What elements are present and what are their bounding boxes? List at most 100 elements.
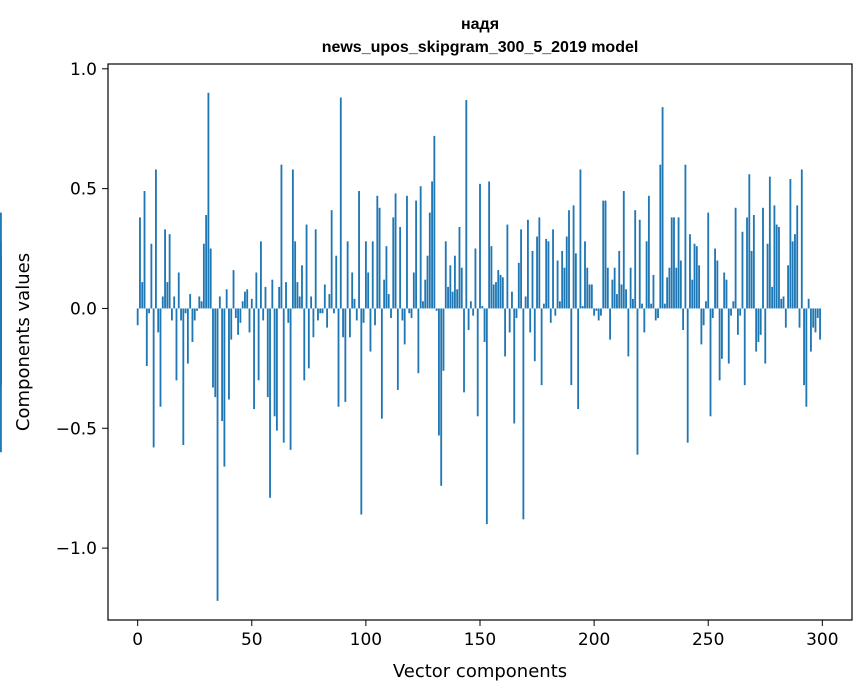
bar — [532, 251, 534, 309]
bar — [358, 191, 360, 308]
bar — [744, 308, 746, 385]
x-tick-label: 200 — [578, 630, 610, 650]
bar — [436, 308, 438, 310]
bar — [609, 308, 611, 339]
bar — [650, 304, 652, 309]
bar — [621, 284, 623, 308]
bar — [187, 308, 189, 363]
bar — [680, 261, 682, 309]
bar — [228, 308, 230, 399]
bar — [593, 308, 595, 315]
bar — [728, 308, 730, 363]
bar — [312, 308, 314, 337]
bar — [502, 277, 504, 308]
y-axis-label: Components values — [13, 253, 34, 431]
bar — [550, 308, 552, 322]
bar — [223, 308, 225, 466]
bar — [205, 215, 207, 308]
plot-area-frame — [108, 64, 852, 620]
bar — [764, 308, 766, 363]
bar — [810, 308, 812, 351]
bar — [440, 308, 442, 485]
chart-title-line2: news_upos_skipgram_300_5_2019 model — [322, 39, 639, 56]
bar — [753, 215, 755, 308]
bar — [627, 308, 629, 356]
bar — [673, 217, 675, 308]
bar — [488, 181, 490, 308]
bar — [516, 308, 518, 318]
bar — [406, 196, 408, 309]
bar — [632, 299, 634, 309]
bar — [217, 308, 219, 600]
bar — [249, 308, 251, 332]
bar — [246, 289, 248, 308]
bar — [564, 268, 566, 309]
bar — [785, 308, 787, 327]
bar — [618, 251, 620, 309]
bar — [696, 246, 698, 308]
bar — [233, 270, 235, 308]
bar — [153, 308, 155, 447]
bar — [301, 265, 303, 308]
bar — [481, 306, 483, 308]
bar — [342, 308, 344, 337]
bar — [260, 241, 262, 308]
bar — [415, 201, 417, 309]
bar — [392, 217, 394, 308]
bar — [251, 299, 253, 309]
bar — [716, 261, 718, 309]
bar — [310, 296, 312, 308]
bar — [292, 169, 294, 308]
bar — [354, 299, 356, 309]
bar — [317, 308, 319, 320]
x-axis-label: Vector components — [393, 661, 567, 682]
bar — [472, 308, 474, 315]
bar — [315, 229, 317, 308]
bar — [527, 220, 529, 309]
bar — [324, 284, 326, 308]
bar — [214, 308, 216, 397]
bar — [379, 208, 381, 309]
bar — [401, 308, 403, 320]
bar — [787, 265, 789, 308]
bar — [210, 249, 212, 309]
bar — [253, 308, 255, 409]
bar — [166, 282, 168, 308]
bar — [595, 308, 597, 310]
bar — [201, 301, 203, 308]
bar — [580, 169, 582, 308]
bar — [226, 289, 228, 308]
bar — [739, 308, 741, 315]
bar — [367, 273, 369, 309]
bar — [557, 261, 559, 309]
bar — [157, 308, 159, 332]
bar — [173, 296, 175, 308]
bar — [794, 234, 796, 308]
bar — [513, 308, 515, 423]
bar — [0, 261, 2, 309]
bar — [397, 308, 399, 389]
bar — [431, 181, 433, 308]
bar — [726, 280, 728, 309]
bar — [429, 213, 431, 309]
bar — [497, 270, 499, 308]
bar — [141, 282, 143, 308]
bar — [424, 280, 426, 309]
bar — [328, 294, 330, 308]
bar — [602, 201, 604, 309]
bar — [454, 256, 456, 309]
bar — [598, 308, 600, 320]
bar — [643, 308, 645, 332]
bar — [746, 217, 748, 308]
bar — [239, 308, 241, 322]
bar — [203, 244, 205, 309]
bar — [655, 308, 657, 320]
bar — [420, 186, 422, 308]
bar — [443, 308, 445, 370]
bar — [780, 299, 782, 309]
bar — [413, 273, 415, 309]
bar — [534, 308, 536, 361]
bar — [326, 308, 328, 327]
bar — [479, 184, 481, 309]
